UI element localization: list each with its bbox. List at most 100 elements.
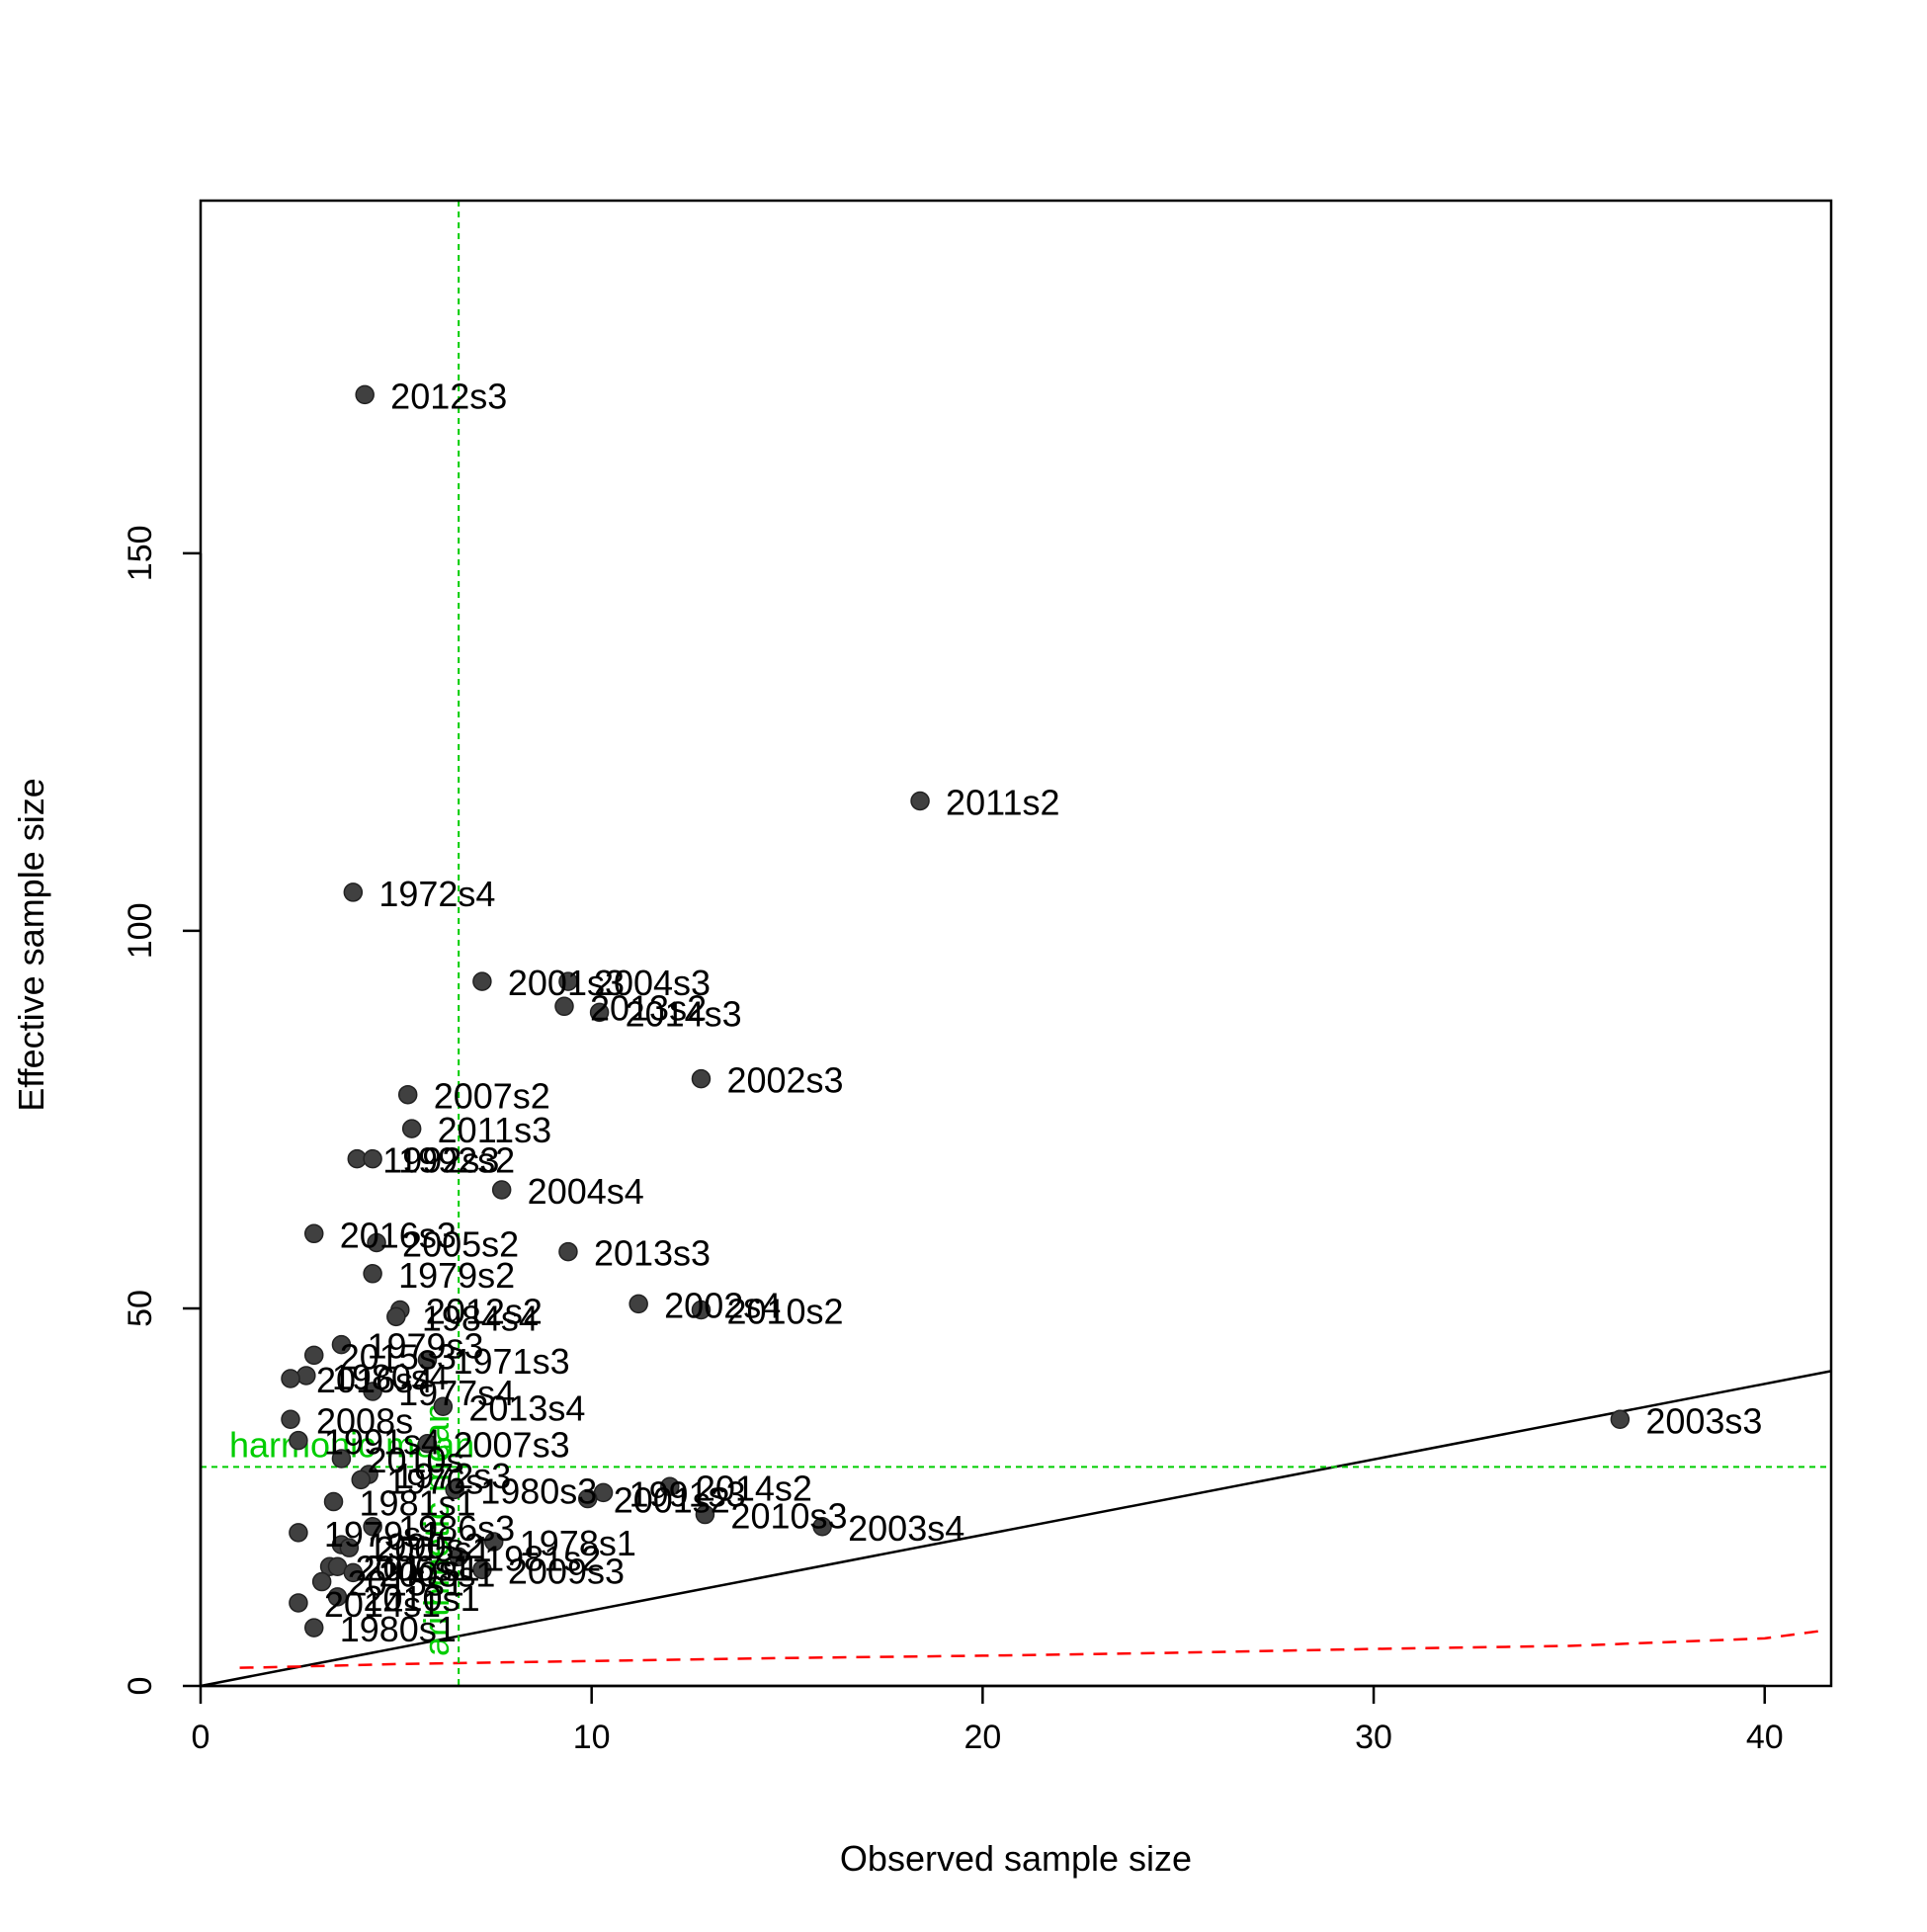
point-label: 1991s3 (629, 1473, 746, 1514)
data-point (289, 1593, 308, 1613)
point-label: 2013s3 (594, 1233, 711, 1274)
data-point (343, 1562, 364, 1583)
point-label: 1992s2 (398, 1140, 515, 1181)
point-label: 1992s3 (382, 1140, 499, 1181)
data-point (289, 1523, 308, 1543)
data-point (331, 1334, 352, 1355)
data-point (281, 1369, 300, 1388)
point-label: 2010s3 (730, 1496, 847, 1537)
data-point (303, 1618, 324, 1638)
point-label: 1980s4 (332, 1357, 449, 1397)
data-point (660, 1476, 680, 1497)
x-tick-label: 40 (1746, 1719, 1784, 1756)
data-point (1610, 1409, 1631, 1430)
data-point (401, 1119, 422, 1138)
data-point (331, 1449, 352, 1469)
one-to-one-line (200, 1370, 1832, 1688)
data-point (695, 1504, 715, 1525)
data-point (296, 1366, 316, 1386)
point-label: 2014s1 (324, 1584, 441, 1625)
data-point (558, 1241, 578, 1262)
point-label: 2014s3 (626, 993, 742, 1034)
point-label: 2009s3 (508, 1551, 625, 1591)
x-axis-title: Observed sample size (840, 1838, 1192, 1879)
data-point (812, 1517, 832, 1537)
data-point (445, 1479, 464, 1500)
data-point (472, 1559, 492, 1580)
point-label: 2013s2 (590, 987, 707, 1028)
data-point (303, 1345, 324, 1366)
point-label: 2012s3 (390, 376, 507, 416)
point-label: 2006s1 (356, 1548, 472, 1588)
point-label: 1979s2 (398, 1255, 515, 1296)
y-tick-label: 0 (122, 1677, 159, 1696)
point-label: 2003s4 (848, 1508, 964, 1549)
point-label: 1980s3 (480, 1470, 597, 1511)
point-label: 2013s4 (468, 1387, 585, 1428)
data-point (363, 1148, 382, 1169)
point-label: 2001s2 (614, 1480, 730, 1521)
point-label: 1981s1 (360, 1483, 476, 1524)
point-label: 2007s2 (434, 1076, 550, 1117)
point-label: 2010s2 (726, 1291, 843, 1331)
data-point (472, 971, 492, 991)
point-label: 2001s3 (508, 963, 625, 1003)
data-point (289, 1430, 308, 1451)
point-label: 1981s2 (484, 1538, 601, 1578)
data-point (327, 1587, 348, 1607)
point-label: 1990s2 (367, 1526, 483, 1566)
data-point (363, 1264, 382, 1284)
point-label: 2012s2 (426, 1291, 543, 1331)
data-points (281, 384, 1631, 1638)
point-label: 2010s1 (363, 1578, 479, 1619)
data-point (386, 1306, 406, 1327)
point-label: 2002s4 (664, 1285, 781, 1325)
y-tick-label: 100 (122, 903, 159, 960)
data-point (367, 1232, 386, 1253)
lower-dashed-curve (239, 1629, 1828, 1669)
point-label: 1976s (386, 1461, 483, 1501)
point-label: 2011s2 (946, 782, 1059, 822)
data-point (303, 1223, 324, 1244)
data-point (417, 1350, 438, 1370)
point-label: 2004s3 (594, 963, 711, 1003)
point-label: 1977s4 (398, 1373, 515, 1413)
point-label: 1991s4 (324, 1422, 441, 1463)
point-label: 1972s4 (378, 874, 495, 914)
data-point (351, 1470, 371, 1490)
data-point (449, 1547, 468, 1567)
point-label: 2004s4 (528, 1171, 644, 1212)
point-label: 2010s (367, 1440, 463, 1480)
data-point (554, 996, 574, 1017)
point-labels: 2012s32011s21972s42001s32004s32013s22014… (316, 376, 1762, 1649)
x-tick-label: 10 (573, 1719, 611, 1756)
x-tick-label: 30 (1355, 1719, 1392, 1756)
data-point (628, 1294, 648, 1314)
data-point (589, 1002, 610, 1023)
data-point (363, 1517, 382, 1537)
point-label: 2005s1 (375, 1529, 491, 1569)
x-tick-label: 20 (964, 1719, 1001, 1756)
data-point (343, 882, 364, 902)
point-label: 2007s3 (453, 1425, 569, 1466)
data-point (577, 1488, 598, 1509)
point-label: 2015s1 (348, 1563, 464, 1604)
point-label: 1971s3 (453, 1341, 569, 1382)
point-label: 2014s2 (696, 1468, 812, 1508)
point-label: 2016s3 (340, 1215, 457, 1255)
x-tick-label: 0 (192, 1719, 210, 1756)
point-label: 2005s2 (402, 1223, 519, 1264)
data-point (355, 384, 375, 405)
y-axis-title: Effective sample size (11, 778, 51, 1111)
data-point (910, 791, 930, 811)
data-point (339, 1538, 360, 1557)
y-tick-label: 50 (122, 1290, 159, 1327)
point-label: 1986s3 (398, 1508, 515, 1549)
data-point (433, 1396, 454, 1417)
point-label: 1972s3 (394, 1456, 511, 1496)
point-label: 2017s1 (363, 1548, 479, 1588)
point-label: 2011s3 (438, 1110, 551, 1150)
data-point (397, 1084, 418, 1105)
point-label: 1984s4 (422, 1298, 539, 1338)
